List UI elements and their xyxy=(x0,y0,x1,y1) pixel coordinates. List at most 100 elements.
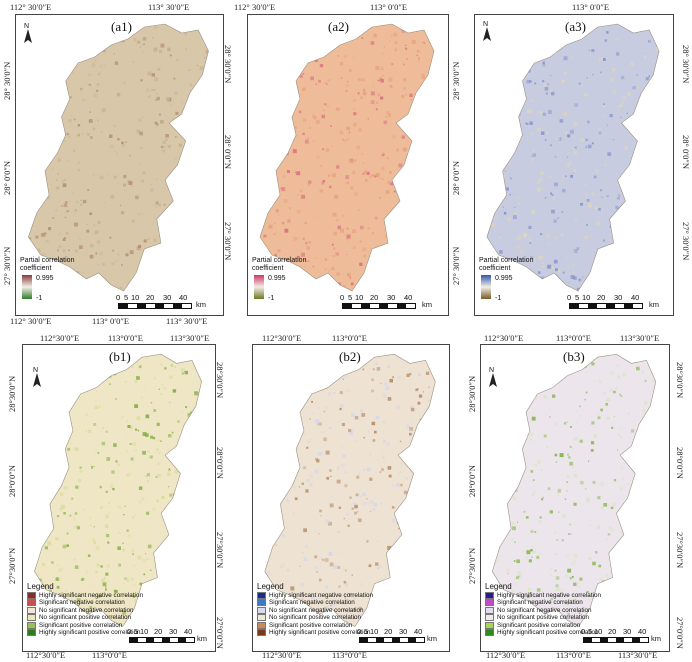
raster-cell xyxy=(603,105,606,108)
raster-cell xyxy=(46,158,50,161)
raster-cell xyxy=(293,512,295,515)
raster-cell xyxy=(574,645,575,646)
raster-cell xyxy=(125,450,128,453)
raster-cell xyxy=(595,648,597,650)
raster-cell xyxy=(155,206,157,208)
raster-cell xyxy=(105,524,109,529)
raster-cell xyxy=(75,485,79,489)
raster-cell xyxy=(542,63,546,67)
raster-cell xyxy=(500,114,504,118)
raster-cell xyxy=(194,648,195,649)
raster-cell xyxy=(58,577,62,581)
raster-cell xyxy=(189,39,191,41)
raster-cell xyxy=(342,568,345,571)
raster-cell xyxy=(299,74,303,78)
raster-cell xyxy=(429,188,433,191)
raster-cell xyxy=(478,59,482,63)
raster-cell xyxy=(409,405,413,409)
raster-cell xyxy=(74,222,78,227)
panel-b2: 112°30′0″E 113°0′0″E (b2) Legend Highly … xyxy=(232,332,462,662)
raster-cell xyxy=(643,242,648,247)
raster-cell xyxy=(157,256,159,259)
raster-cell xyxy=(629,513,632,516)
raster-cell xyxy=(481,248,483,250)
scale-bar-a1: 0 5 10 20 30 40 km xyxy=(116,293,206,309)
raster-cell xyxy=(176,59,179,61)
raster-cell xyxy=(333,565,338,569)
study-area-map-a3 xyxy=(478,23,671,300)
raster-cell xyxy=(334,194,339,199)
raster-cell xyxy=(587,120,590,124)
raster-cell xyxy=(586,591,589,594)
raster-cell xyxy=(124,577,127,580)
raster-cell xyxy=(74,512,78,515)
raster-cell xyxy=(593,175,597,179)
raster-cell xyxy=(667,253,671,257)
raster-cell xyxy=(40,67,45,71)
raster-cell xyxy=(497,470,501,474)
raster-cell xyxy=(566,602,569,605)
raster-cell xyxy=(559,119,564,123)
raster-cell xyxy=(78,39,82,42)
raster-cell xyxy=(114,61,119,65)
raster-cell xyxy=(632,517,636,520)
raster-cell xyxy=(422,135,427,140)
raster-cell xyxy=(503,351,504,352)
raster-cell xyxy=(430,542,434,546)
raster-cell xyxy=(405,93,407,96)
raster-cell xyxy=(436,513,438,515)
raster-cell xyxy=(359,495,362,498)
raster-cell xyxy=(416,534,418,536)
raster-cell xyxy=(434,49,438,53)
raster-cell xyxy=(318,354,322,356)
raster-cell xyxy=(94,399,97,402)
raster-cell xyxy=(542,496,544,499)
raster-cell xyxy=(623,273,627,277)
raster-cell xyxy=(288,207,291,210)
raster-cell xyxy=(280,564,284,568)
raster-cell xyxy=(28,18,31,21)
raster-cell xyxy=(122,610,127,615)
raster-cell xyxy=(181,455,185,459)
raster-cell xyxy=(425,71,427,73)
raster-cell xyxy=(514,464,517,467)
raster-cell xyxy=(382,153,385,156)
raster-cell xyxy=(647,103,650,106)
raster-cell xyxy=(78,300,81,303)
raster-cell xyxy=(264,96,266,98)
map-frame-a2: (a2) Partial correlation coefficient 0.9… xyxy=(247,14,449,316)
raster-cell xyxy=(147,450,150,453)
raster-cell xyxy=(353,57,355,59)
raster-cell xyxy=(336,165,340,169)
raster-cell xyxy=(443,145,444,146)
raster-cell xyxy=(660,186,663,189)
raster-cell xyxy=(529,355,531,357)
raster-cell xyxy=(40,72,43,74)
raster-cell xyxy=(416,454,418,456)
raster-cell xyxy=(321,378,324,381)
raster-cell xyxy=(433,241,434,246)
raster-cell xyxy=(540,469,543,472)
raster-cell xyxy=(564,299,565,300)
legend-max: 0.995 xyxy=(495,275,513,282)
raster-cell xyxy=(595,87,598,90)
raster-cell xyxy=(636,261,640,264)
raster-cell xyxy=(206,65,209,67)
raster-cell xyxy=(138,365,142,369)
raster-cell xyxy=(538,255,542,260)
lat-label-left-3: 27°30′0″N xyxy=(7,547,17,584)
raster-cell xyxy=(391,576,395,579)
raster-cell xyxy=(156,499,159,503)
raster-cell xyxy=(530,549,533,552)
raster-cell xyxy=(290,378,295,383)
raster-cell xyxy=(442,578,444,580)
raster-cell xyxy=(203,123,206,126)
raster-cell xyxy=(641,235,644,239)
raster-cell xyxy=(507,641,508,642)
raster-cell xyxy=(540,553,542,555)
raster-cell xyxy=(518,202,521,205)
raster-cell xyxy=(344,35,348,39)
raster-cell xyxy=(353,99,356,102)
raster-cell xyxy=(134,404,138,408)
raster-cell xyxy=(444,433,446,435)
